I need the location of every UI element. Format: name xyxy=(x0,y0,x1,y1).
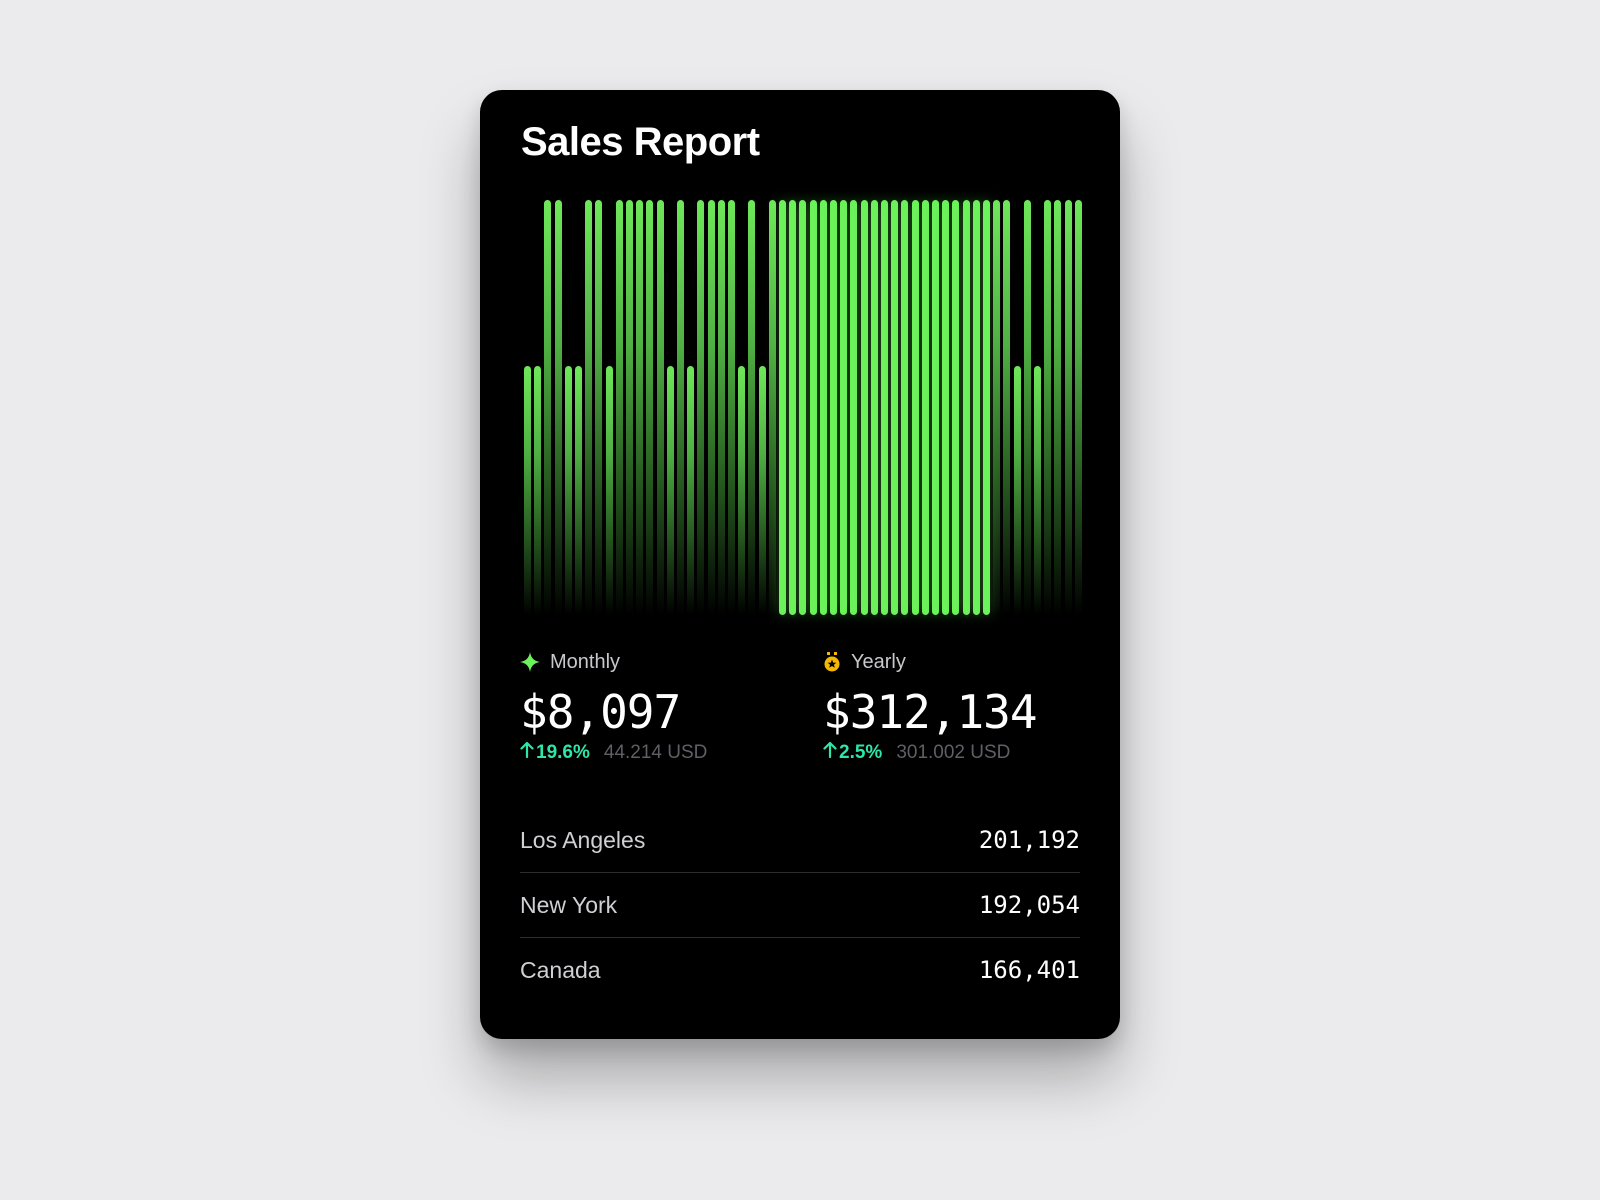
medal-icon xyxy=(823,652,841,672)
chart-bar xyxy=(911,200,919,615)
chart-bar xyxy=(544,200,552,615)
chart-bar xyxy=(554,200,562,615)
chart-bar xyxy=(850,200,858,615)
chart-bar xyxy=(728,200,735,615)
chart-bar xyxy=(666,366,674,615)
chart-bar xyxy=(656,200,664,615)
location-value: 201,192 xyxy=(978,826,1080,854)
monthly-delta-pct: 19.6% xyxy=(536,742,590,763)
chart-bar xyxy=(921,200,929,615)
chart-bar xyxy=(962,200,970,615)
chart-bar xyxy=(758,366,766,615)
chart-bar xyxy=(585,200,593,615)
yearly-label: Yearly xyxy=(851,650,906,673)
yearly-delta-pct: 2.5% xyxy=(839,742,883,763)
chart-bar xyxy=(748,200,756,615)
location-name: New York xyxy=(520,891,618,918)
chart-bar xyxy=(983,200,990,615)
yearly-stat: Yearly $312,134 2.5% 301.002 USD xyxy=(823,650,1038,764)
table-row: Canada 166,401 xyxy=(520,938,1080,1002)
locations-table: Los Angeles 201,192 New York 192,054 Can… xyxy=(520,808,1080,1002)
chart-bar xyxy=(860,200,868,615)
chart-bar xyxy=(717,200,725,615)
stats-section: Monthly $8,097 19.6% 44.214 USD xyxy=(520,650,1080,780)
chart-bar xyxy=(687,366,695,615)
chart-bar xyxy=(799,200,807,615)
location-value: 166,401 xyxy=(978,956,1080,984)
monthly-label: Monthly xyxy=(550,650,621,673)
table-row: New York 192,054 xyxy=(520,873,1080,938)
bar-chart xyxy=(520,200,1082,615)
location-value: 192,054 xyxy=(978,891,1080,919)
chart-bar xyxy=(626,200,633,615)
sparkle-icon xyxy=(520,652,540,672)
chart-bar xyxy=(595,200,603,615)
chart-bar xyxy=(901,200,909,615)
yearly-delta-row: 2.5% 301.002 USD xyxy=(823,741,1037,764)
monthly-value: $8,097 xyxy=(520,685,681,739)
chart-bar xyxy=(1013,366,1021,615)
chart-bar xyxy=(881,200,888,615)
chart-bar xyxy=(534,366,542,615)
monthly-delta: 19.6% xyxy=(520,741,590,764)
chart-bar xyxy=(768,200,776,615)
yearly-delta: 2.5% xyxy=(823,741,883,764)
chart-bar xyxy=(870,200,878,615)
chart-bar xyxy=(809,200,817,615)
chart-bar xyxy=(1044,200,1052,615)
chart-bar xyxy=(789,200,797,615)
chart-bar xyxy=(1054,200,1062,615)
monthly-secondary: 44.214 USD xyxy=(603,742,708,763)
table-row: Los Angeles 201,192 xyxy=(520,808,1080,873)
yearly-value: $312,134 xyxy=(823,685,1038,739)
chart-bar xyxy=(524,366,531,615)
sales-report-card: Sales Report Monthly $8,097 19.6% 44.214… xyxy=(480,90,1120,1039)
chart-bar xyxy=(840,200,848,615)
chart-bar xyxy=(636,200,644,615)
chart-bar xyxy=(605,366,613,615)
chart-bar xyxy=(779,200,786,615)
monthly-label-row: Monthly xyxy=(520,650,707,674)
chart-bar xyxy=(952,200,960,615)
chart-bar xyxy=(1023,200,1031,615)
chart-bar xyxy=(615,200,623,615)
card-title: Sales Report xyxy=(521,120,760,164)
chart-bar xyxy=(564,366,572,615)
chart-bar xyxy=(891,200,899,615)
chart-bar xyxy=(830,200,837,615)
chart-bar xyxy=(819,200,827,615)
chart-bar xyxy=(575,366,582,615)
chart-bar xyxy=(697,200,705,615)
chart-bar xyxy=(972,200,980,615)
chart-bar xyxy=(932,200,939,615)
chart-bar xyxy=(707,200,715,615)
yearly-label-row: Yearly xyxy=(823,650,1037,674)
monthly-stat: Monthly $8,097 19.6% 44.214 USD xyxy=(520,650,707,764)
location-name: Los Angeles xyxy=(520,826,646,853)
chart-bar xyxy=(1074,200,1082,615)
chart-bar xyxy=(1003,200,1011,615)
chart-bar xyxy=(646,200,654,615)
yearly-secondary: 301.002 USD xyxy=(896,742,1011,763)
chart-bar xyxy=(942,200,950,615)
monthly-delta-row: 19.6% 44.214 USD xyxy=(520,741,708,764)
chart-bar xyxy=(738,366,746,615)
chart-bar xyxy=(1064,200,1072,615)
chart-bar xyxy=(1034,366,1041,615)
chart-bar xyxy=(993,200,1001,615)
location-name: Canada xyxy=(520,956,601,983)
arrow-up-icon xyxy=(823,741,837,764)
arrow-up-icon xyxy=(520,741,534,764)
chart-bar xyxy=(677,200,684,615)
